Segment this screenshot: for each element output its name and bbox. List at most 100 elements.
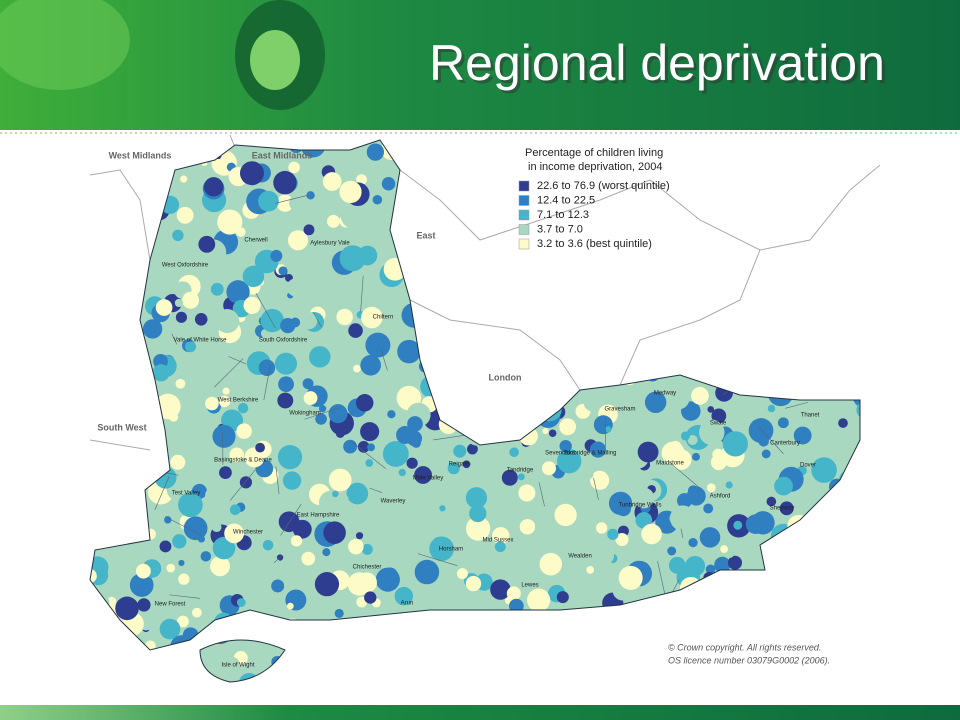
area-patch xyxy=(703,503,714,514)
area-patch xyxy=(640,671,664,682)
area-patch xyxy=(837,222,860,248)
area-patch xyxy=(577,310,592,325)
area-patch xyxy=(859,382,860,399)
area-patch xyxy=(841,621,848,628)
area-patch xyxy=(667,194,678,205)
area-patch xyxy=(712,448,724,461)
area-patch xyxy=(715,383,733,402)
area-patch xyxy=(499,140,508,147)
area-patch xyxy=(506,586,521,601)
area-patch xyxy=(605,426,612,433)
area-patch xyxy=(274,352,298,375)
area-patch xyxy=(305,658,318,671)
area-patch xyxy=(115,201,132,219)
area-patch xyxy=(615,501,631,517)
area-patch xyxy=(99,404,117,422)
area-patch xyxy=(224,656,240,672)
area-patch xyxy=(453,444,467,458)
area-patch xyxy=(700,221,719,239)
area-patch xyxy=(355,532,364,540)
area-patch xyxy=(222,387,230,395)
area-patch xyxy=(405,666,421,682)
area-patch xyxy=(197,535,206,543)
area-patch xyxy=(515,674,538,682)
area-patch xyxy=(541,461,556,476)
area-patch xyxy=(159,656,176,673)
area-patch xyxy=(829,614,853,639)
area-patch xyxy=(90,569,97,584)
area-patch xyxy=(602,667,613,678)
area-patch xyxy=(127,199,152,224)
area-patch xyxy=(719,607,746,634)
district-label: Tandridge xyxy=(507,468,534,474)
area-patch xyxy=(347,572,372,596)
area-patch xyxy=(241,140,254,145)
area-patch xyxy=(236,423,252,439)
area-patch xyxy=(90,674,114,682)
area-patch xyxy=(90,370,105,390)
area-patch xyxy=(466,205,490,230)
area-patch xyxy=(315,413,327,425)
area-patch xyxy=(621,647,638,664)
area-patch xyxy=(91,498,102,509)
district-label: Maidstone xyxy=(656,461,684,467)
district-boundary xyxy=(263,364,271,401)
area-patch xyxy=(839,643,860,665)
area-patch xyxy=(163,673,174,682)
area-patch xyxy=(218,395,231,408)
area-patch xyxy=(481,207,504,230)
district-boundary xyxy=(154,476,170,510)
area-patch xyxy=(91,272,108,288)
area-patch xyxy=(813,537,833,557)
area-patch xyxy=(443,140,452,142)
area-patch xyxy=(648,360,661,372)
area-patch xyxy=(559,418,577,436)
area-patch xyxy=(504,678,527,682)
area-patch xyxy=(374,670,384,680)
area-patch xyxy=(813,256,827,270)
area-patch xyxy=(630,367,640,377)
area-patch xyxy=(135,563,151,579)
area-patch xyxy=(547,324,556,333)
area-patch xyxy=(365,459,374,467)
area-patch xyxy=(172,534,187,549)
area-patch xyxy=(709,322,731,344)
area-patch xyxy=(699,419,725,446)
area-patch xyxy=(523,276,534,287)
area-patch xyxy=(492,527,510,545)
area-patch xyxy=(821,293,845,318)
area-patch xyxy=(548,429,557,437)
area-patch xyxy=(762,361,786,385)
area-patch xyxy=(424,168,442,186)
area-patch xyxy=(828,675,854,682)
area-patch xyxy=(775,549,797,571)
area-patch xyxy=(771,668,789,682)
area-patch xyxy=(489,140,500,147)
area-patch xyxy=(767,404,776,413)
district-boundary xyxy=(433,434,470,441)
area-patch xyxy=(98,321,111,335)
area-patch xyxy=(367,443,375,452)
area-patch xyxy=(519,519,536,535)
area-patch xyxy=(670,449,692,470)
area-patch xyxy=(764,313,773,322)
district-label: Mid Sussex xyxy=(482,538,513,544)
area-patch xyxy=(401,635,417,652)
area-patch xyxy=(90,478,102,501)
area-patch xyxy=(328,468,352,492)
area-patch xyxy=(658,598,680,620)
area-patch xyxy=(531,644,554,668)
area-patch xyxy=(458,281,483,306)
legend-label: 22.6 to 76.9 (worst quintile) xyxy=(537,180,670,192)
area-patch xyxy=(309,346,331,368)
area-patch xyxy=(686,683,704,701)
area-patch xyxy=(426,208,438,220)
area-patch xyxy=(363,658,375,670)
legend-swatch xyxy=(518,180,530,192)
area-patch xyxy=(616,217,640,240)
area-patch xyxy=(849,605,860,629)
area-patch xyxy=(484,316,492,324)
area-patch xyxy=(711,408,727,424)
area-patch xyxy=(143,474,154,485)
area-patch xyxy=(732,305,749,321)
